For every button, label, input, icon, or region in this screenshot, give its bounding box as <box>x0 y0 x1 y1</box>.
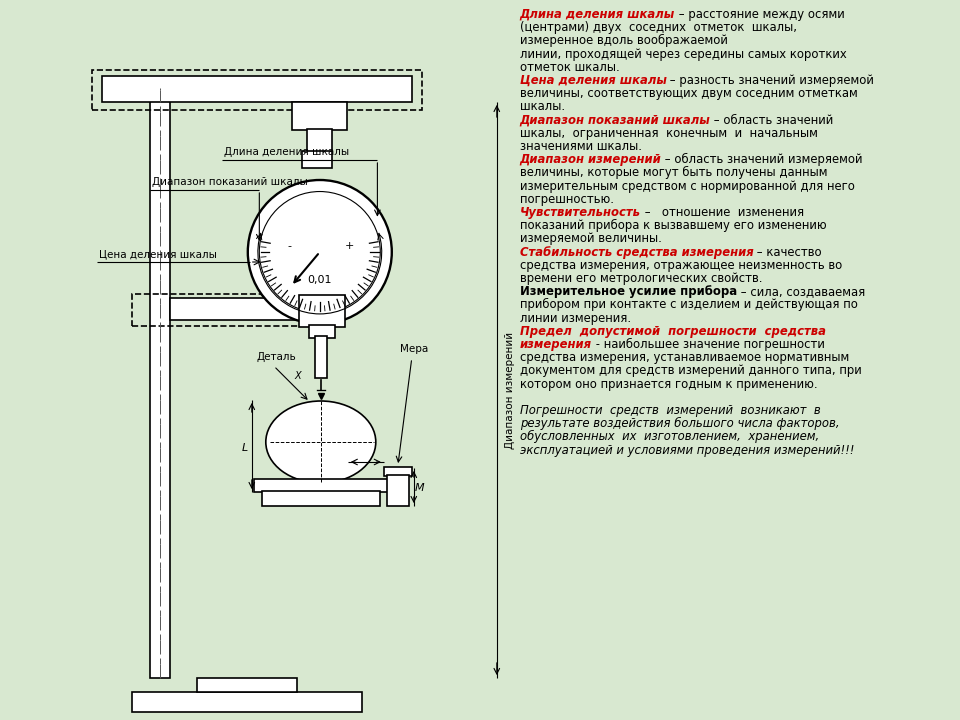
Text: Деталь: Деталь <box>257 352 297 362</box>
Text: обусловленных  их  изготовлением,  хранением,: обусловленных их изготовлением, хранение… <box>519 431 819 444</box>
Text: Диапазон измерений: Диапазон измерений <box>505 331 515 449</box>
Bar <box>301 151 332 168</box>
Text: измеренное вдоль воображаемой: измеренное вдоль воображаемой <box>519 35 728 48</box>
Text: измерительным средством с нормированной для него: измерительным средством с нормированной … <box>519 179 854 193</box>
Text: Цена деления шкалы: Цена деления шкалы <box>519 74 666 87</box>
Bar <box>132 692 362 712</box>
Text: Чувствительность: Чувствительность <box>519 206 640 219</box>
Text: времени его метрологических свойств.: времени его метрологических свойств. <box>519 272 762 285</box>
Bar <box>102 76 412 102</box>
Text: результате воздействия большого числа факторов,: результате воздействия большого числа фа… <box>519 417 839 431</box>
Text: - наибольшее значение погрешности: - наибольшее значение погрешности <box>591 338 825 351</box>
Bar <box>384 467 412 476</box>
Text: значениями шкалы.: значениями шкалы. <box>519 140 641 153</box>
Text: Мера: Мера <box>399 344 428 354</box>
Bar <box>307 129 332 152</box>
Bar <box>387 475 409 506</box>
Text: величины, соответствующих двум соседним отметкам: величины, соответствующих двум соседним … <box>519 87 857 100</box>
Text: линии измерения.: линии измерения. <box>519 312 631 325</box>
Text: измеряемой величины.: измеряемой величины. <box>519 233 661 246</box>
Text: эксплуатацией и условиями проведения измерений!!!: эксплуатацией и условиями проведения изм… <box>519 444 854 456</box>
Text: Измерительное усилие прибора: Измерительное усилие прибора <box>519 285 736 298</box>
Bar <box>262 491 380 506</box>
Bar <box>292 102 347 130</box>
Text: – качество: – качество <box>754 246 822 258</box>
Text: +: + <box>345 241 354 251</box>
Text: Длина деления шкалы: Длина деления шкалы <box>224 147 348 157</box>
Text: – область значений: – область значений <box>710 114 833 127</box>
Text: показаний прибора к вызвавшему его изменению: показаний прибора к вызвавшему его измен… <box>519 219 827 233</box>
Text: Диапазон измерений: Диапазон измерений <box>519 153 661 166</box>
Text: Стабильность средства измерения: Стабильность средства измерения <box>519 246 754 258</box>
Text: измерения: измерения <box>519 338 591 351</box>
Bar <box>197 678 297 692</box>
Text: прибором при контакте с изделием и действующая по: прибором при контакте с изделием и дейст… <box>519 298 857 312</box>
Bar <box>309 325 335 338</box>
Text: документом для средств измерений данного типа, при: документом для средств измерений данного… <box>519 364 861 377</box>
Circle shape <box>248 180 392 324</box>
Text: отметок шкалы.: отметок шкалы. <box>519 60 619 74</box>
Bar <box>150 90 170 678</box>
Text: – расстояние между осями: – расстояние между осями <box>675 8 845 21</box>
Text: – разность значений измеряемой: – разность значений измеряемой <box>666 74 875 87</box>
Text: линии, проходящей через середины самых коротких: линии, проходящей через середины самых к… <box>519 48 847 60</box>
Ellipse shape <box>266 401 375 483</box>
Bar <box>299 295 345 327</box>
Text: – область значений измеряемой: – область значений измеряемой <box>661 153 863 166</box>
Text: 0,01: 0,01 <box>307 275 332 285</box>
Text: шкалы.: шкалы. <box>519 100 564 114</box>
Text: шкалы,  ограниченная  конечным  и  начальным: шкалы, ограниченная конечным и начальным <box>519 127 818 140</box>
Text: средства измерения, отражающее неизменность во: средства измерения, отражающее неизменно… <box>519 258 842 272</box>
Text: – сила, создаваемая: – сила, создаваемая <box>736 285 865 298</box>
Bar <box>315 336 326 378</box>
Text: L: L <box>242 443 248 453</box>
Text: величины, которые могут быть получены данным: величины, которые могут быть получены да… <box>519 166 828 179</box>
Text: (центрами) двух  соседних  отметок  шкалы,: (центрами) двух соседних отметок шкалы, <box>519 21 797 34</box>
Bar <box>92 70 421 110</box>
Text: погрешностью.: погрешностью. <box>519 193 613 206</box>
Bar <box>132 294 337 326</box>
Text: Диапазон показаний шкалы: Диапазон показаний шкалы <box>519 114 710 127</box>
Text: -: - <box>288 241 292 251</box>
Bar <box>253 479 389 492</box>
Text: Цена деления шкалы: Цена деления шкалы <box>99 249 217 259</box>
Text: X: X <box>295 371 301 381</box>
Text: –   отношение  изменения: – отношение изменения <box>640 206 804 219</box>
Text: Предел  допустимой  погрешности  средства: Предел допустимой погрешности средства <box>519 325 826 338</box>
Bar <box>170 298 330 320</box>
Text: Длина деления шкалы: Длина деления шкалы <box>519 8 675 21</box>
Text: средства измерения, устанавливаемое нормативным: средства измерения, устанавливаемое норм… <box>519 351 849 364</box>
Text: котором оно признается годным к применению.: котором оно признается годным к применен… <box>519 377 817 391</box>
Text: M: M <box>415 483 424 493</box>
Text: Погрешности  средств  измерений  возникают  в: Погрешности средств измерений возникают … <box>519 404 821 417</box>
Text: Диапазон показаний шкалы: Диапазон показаний шкалы <box>152 177 307 187</box>
